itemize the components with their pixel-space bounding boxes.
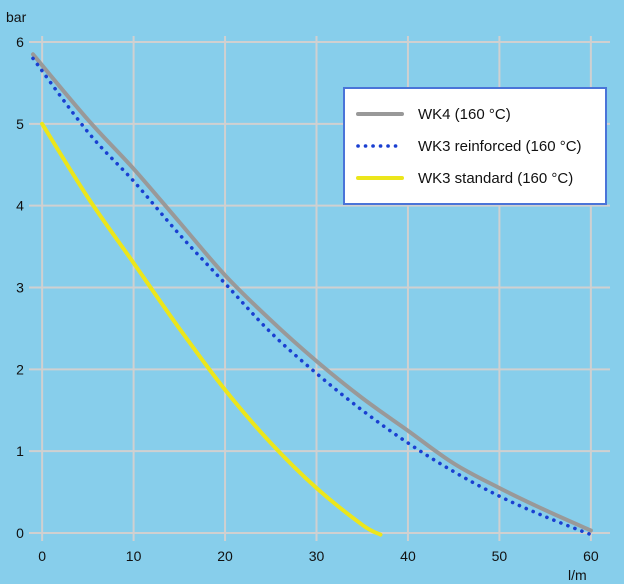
series-line-wk3-reinforced	[31, 56, 593, 537]
series-line-wk4	[31, 52, 593, 533]
series-lines	[31, 52, 593, 537]
legend-label-wk3-reinforced: WK3 reinforced (160 °C)	[418, 138, 582, 155]
legend-label-wk4: WK4 (160 °C)	[418, 106, 511, 123]
x-tick-label: 20	[217, 548, 233, 564]
x-axis-unit: l/m	[568, 567, 587, 583]
legend: WK4 (160 °C) WK3 reinforced (160 °C) WK3…	[343, 87, 607, 205]
x-tick-labels: 0 10 20 30 40 50 60	[38, 548, 599, 564]
y-tick-labels: 0 1 2 3 4 5 6	[16, 34, 24, 541]
y-tick-label: 4	[16, 198, 24, 214]
y-tick-label: 6	[16, 34, 24, 50]
y-tick-label: 5	[16, 116, 24, 132]
x-tick-label: 60	[583, 548, 599, 564]
x-tick-label: 10	[126, 548, 142, 564]
series-line-wk3-standard	[40, 121, 383, 537]
x-tick-label: 30	[309, 548, 325, 564]
x-tick-label: 40	[400, 548, 416, 564]
y-axis-unit: bar	[6, 9, 27, 25]
y-tick-label: 1	[16, 443, 24, 459]
y-tick-label: 3	[16, 280, 24, 296]
x-tick-label: 0	[38, 548, 46, 564]
legend-label-wk3-standard: WK3 standard (160 °C)	[418, 170, 573, 187]
y-tick-label: 0	[16, 525, 24, 541]
x-tick-label: 50	[492, 548, 508, 564]
y-tick-label: 2	[16, 361, 24, 377]
legend-box	[343, 87, 607, 205]
